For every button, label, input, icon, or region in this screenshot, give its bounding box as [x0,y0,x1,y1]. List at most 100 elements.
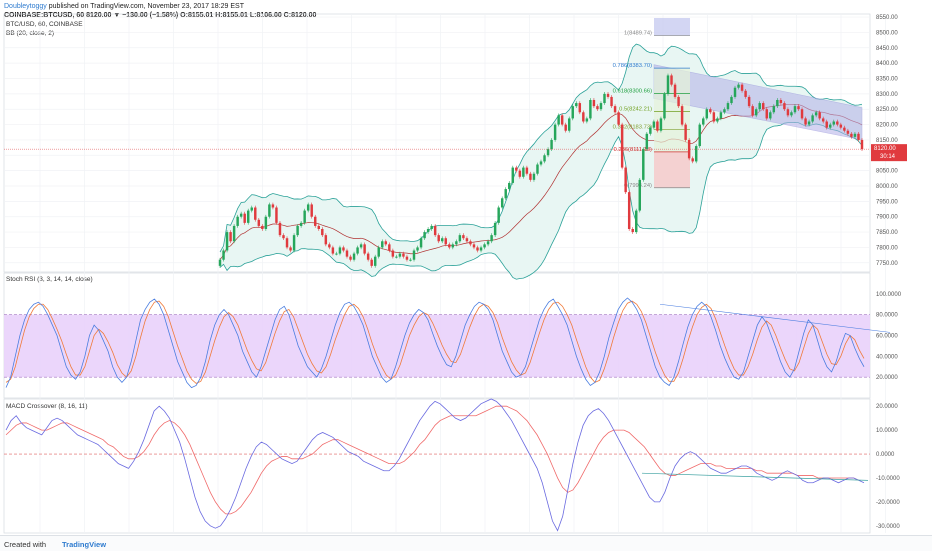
candle-148 [740,84,744,91]
candle-147 [737,84,740,88]
macd-pane [4,398,870,532]
candle-55 [412,250,416,260]
macd-line [5,398,865,532]
candle-5 [236,216,239,226]
candle-3 [229,232,232,242]
fib-extension-box [654,18,690,36]
candle-86 [522,167,525,177]
candle-174 [832,121,836,125]
candle-119 [638,179,641,211]
candle-38 [352,253,356,260]
candle-53 [405,256,409,260]
candle-22 [296,225,299,236]
candle-19 [285,238,289,248]
price-tick-3: 8400.00 [876,61,898,67]
tradingview-logo[interactable]: TradingView [62,540,107,549]
candle-178 [846,130,850,134]
countdown-label: 30:14 [880,154,896,160]
candle-106 [592,100,596,107]
candle-135 [694,146,698,162]
candle-94 [550,139,553,150]
candle-52 [402,253,405,257]
macd-tick-1: 10.0000 [876,428,898,434]
candle-156 [769,112,772,119]
candle-70 [465,238,469,242]
candle-171 [821,118,825,122]
candle-9 [250,207,253,211]
candle-170 [818,112,821,119]
candle-60 [430,225,433,229]
candle-4 [232,225,236,242]
candle-11 [257,219,261,226]
candle-25 [306,204,310,211]
candle-138 [705,109,709,119]
candle-150 [747,96,751,107]
candle-136 [698,124,701,147]
candle-45 [377,247,380,257]
published-text: published on TradingView.com, November 2… [48,3,244,10]
candle-169 [814,112,818,116]
stoch-tick-2: 60.0000 [876,334,898,340]
candle-164 [797,106,800,110]
candle-132 [684,124,687,140]
candle-14 [268,204,271,217]
candle-109 [603,93,606,104]
candle-75 [483,244,486,248]
candle-65 [448,244,451,248]
candle-64 [444,238,447,245]
candle-51 [398,253,402,257]
candle-1 [222,250,225,260]
fib-label-3: 0.5(8242.21) [619,107,652,113]
candle-142 [719,112,723,119]
macd-tick-4: -20.0000 [876,500,900,506]
candle-44 [373,256,377,266]
candle-126 [663,93,666,119]
candle-133 [687,139,691,159]
fib-label-5: 0.236(8111.18) [614,147,653,153]
price-tick-2: 8450.00 [876,46,898,52]
candle-28 [317,225,320,229]
fib-label-0: 1(8489.74) [624,31,652,37]
legend-symbol: BTC/USD, 60, COINBASE [6,21,83,28]
candle-168 [811,115,814,122]
candle-42 [366,253,370,260]
candle-98 [564,124,567,131]
candle-88 [529,173,532,180]
candle-43 [370,259,373,266]
candle-96 [557,115,560,125]
candle-18 [282,235,285,239]
candle-141 [716,118,719,122]
price-pane: 1(8489.74) 0.786(8383.70) 0.618(8300.66) 0.… [4,18,870,280]
candle-110 [606,93,610,97]
price-tick-7: 8200.00 [876,123,898,129]
candle-95 [553,124,557,140]
candle-85 [518,170,522,177]
candle-100 [571,106,574,119]
candle-76 [486,241,490,245]
candle-137 [702,118,705,125]
candle-50 [395,256,398,258]
candle-80 [500,198,504,208]
candle-78 [493,222,497,236]
footer: Created with TradingView [0,535,932,551]
stoch-trendline [659,303,891,333]
publisher-line: Doubleytoggy published on TradingView.co… [4,2,244,11]
price-tick-16: 7750.00 [876,261,898,267]
candle-145 [730,96,733,104]
candle-97 [560,115,564,125]
candle-39 [356,247,359,254]
author-link[interactable]: Doubleytoggy [4,3,47,10]
candle-116 [627,192,631,229]
candle-176 [839,124,843,128]
fib-label-4: 0.382(8183.73) [613,125,652,131]
candle-180 [853,133,857,137]
candle-62 [437,235,440,242]
stoch-tick-4: 20.0000 [876,375,898,381]
candle-91 [539,161,543,165]
candle-175 [836,121,839,125]
price-tick-14: 7850.00 [876,230,898,236]
candle-48 [388,244,391,251]
candle-101 [575,103,578,107]
candle-163 [793,106,797,113]
